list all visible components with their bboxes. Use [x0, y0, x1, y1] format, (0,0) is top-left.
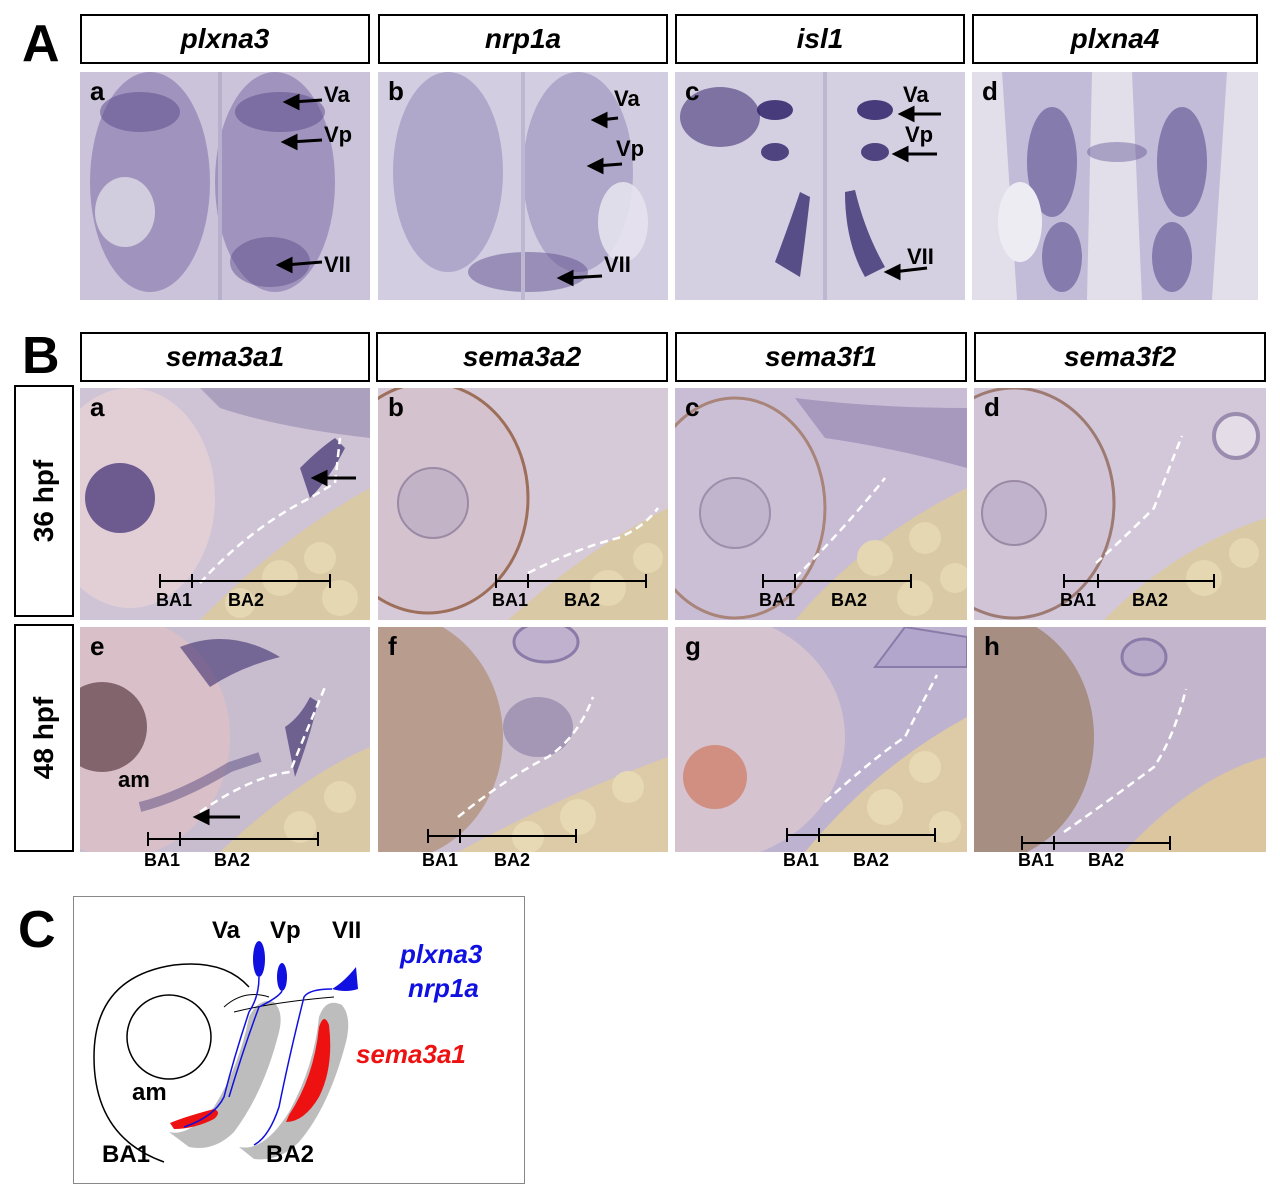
label-ba1: BA1: [759, 590, 796, 610]
panel-letter: b: [388, 392, 404, 422]
section-a-letter: A: [22, 15, 60, 73]
panel-letter: g: [685, 631, 701, 661]
panel-letter: c: [685, 392, 700, 422]
label-vp: Vp: [905, 122, 934, 147]
label-ba2: BA2: [1088, 850, 1125, 870]
arch-scale: [1063, 574, 1215, 588]
label-vii: VII: [324, 252, 351, 277]
gene-header-nrp1a: nrp1a: [378, 14, 668, 64]
label-am: am: [132, 1079, 167, 1106]
label-vp: Vp: [616, 136, 645, 161]
panel-c-isl1: c Va Vp VII: [675, 72, 965, 300]
arch-scale: [427, 829, 577, 843]
panel-letter: b: [388, 76, 404, 106]
arch-scale: [762, 574, 912, 588]
arrow-icon: [147, 808, 319, 846]
arch-scale: [1021, 836, 1171, 850]
panel-letter: f: [388, 631, 397, 661]
label-ba2: BA2: [831, 590, 868, 610]
panel-letter: d: [984, 392, 1000, 422]
label-ba1: BA1: [144, 850, 181, 870]
row-label-48hpf: 48 hpf: [14, 624, 74, 852]
label-ba1: BA1: [492, 590, 529, 610]
gene-header-sema3a1: sema3a1: [80, 332, 370, 382]
arrow-icons: [883, 105, 941, 281]
label-ba2: BA2: [266, 1141, 315, 1168]
label-am: am: [118, 767, 150, 792]
label-vii: VII: [332, 917, 362, 944]
row-label-36hpf: 36 hpf: [14, 385, 74, 617]
panel-b-f: f: [378, 627, 668, 852]
panel-b-h: h: [974, 627, 1266, 852]
section-c-letter: C: [18, 901, 56, 959]
schematic-drawing: [93, 941, 358, 1163]
label-ba1: BA1: [156, 590, 193, 610]
label-ba2: BA2: [564, 590, 601, 610]
label-plxna3: plxna3: [400, 939, 483, 969]
label-ba1: BA1: [422, 850, 459, 870]
panel-b-g: g: [675, 627, 967, 852]
panel-letter: c: [685, 76, 700, 106]
label-vii: VII: [604, 252, 631, 277]
label-ba2: BA2: [214, 850, 251, 870]
label-ba1: BA1: [102, 1141, 151, 1168]
gene-header-isl1: isl1: [675, 14, 965, 64]
label-ba2: BA2: [494, 850, 531, 870]
label-ba2: BA2: [853, 850, 890, 870]
panel-letter: a: [90, 76, 105, 106]
label-sema3a1: sema3a1: [356, 1039, 466, 1069]
label-nrp1a: nrp1a: [408, 973, 479, 1003]
panel-b-nrp1a: b Va Vp VII: [378, 72, 668, 300]
section-b-letter: B: [22, 327, 60, 385]
label-vp: Vp: [324, 122, 353, 147]
label-vii: VII: [907, 244, 934, 269]
label-va: Va: [903, 82, 929, 107]
panel-b-d: d BA1 BA2: [974, 388, 1266, 620]
schematic-diagram: Va Vp VII plxna3 nrp1a sema3a1 am BA1 BA…: [73, 896, 525, 1184]
arch-scale: [495, 574, 647, 588]
label-ba1: BA1: [1018, 850, 1055, 870]
label-va: Va: [324, 82, 350, 107]
gene-header-plxna4: plxna4: [972, 14, 1258, 64]
gene-header-sema3a2: sema3a2: [376, 332, 668, 382]
label-va: Va: [614, 86, 640, 111]
gene-header-plxna3: plxna3: [80, 14, 370, 64]
arrow-icon: [159, 469, 356, 588]
panel-b-b: b BA1 BA2: [378, 388, 668, 620]
panel-letter: d: [982, 76, 998, 106]
panel-d-plxna4: d: [972, 72, 1258, 300]
arrow-icons: [556, 111, 623, 287]
label-ba2: BA2: [228, 590, 265, 610]
panel-a-plxna3: a Va Vp VII: [80, 72, 370, 300]
label-vp: Vp: [270, 917, 301, 944]
label-va: Va: [212, 917, 241, 944]
panel-b-a: a BA1 BA2: [80, 388, 370, 620]
gene-header-sema3f2: sema3f2: [974, 332, 1266, 382]
panel-letter: e: [90, 631, 105, 661]
gene-header-sema3f1: sema3f1: [675, 332, 967, 382]
panel-b-e: e am: [80, 627, 370, 852]
label-ba1: BA1: [783, 850, 820, 870]
panel-b-c: c BA1 BA2: [675, 388, 967, 620]
label-ba2: BA2: [1132, 590, 1169, 610]
panel-letter: h: [984, 631, 1000, 661]
panel-letter: a: [90, 392, 105, 422]
arch-scale: [786, 828, 936, 842]
label-ba1: BA1: [1060, 590, 1097, 610]
arrow-icons: [275, 93, 323, 274]
